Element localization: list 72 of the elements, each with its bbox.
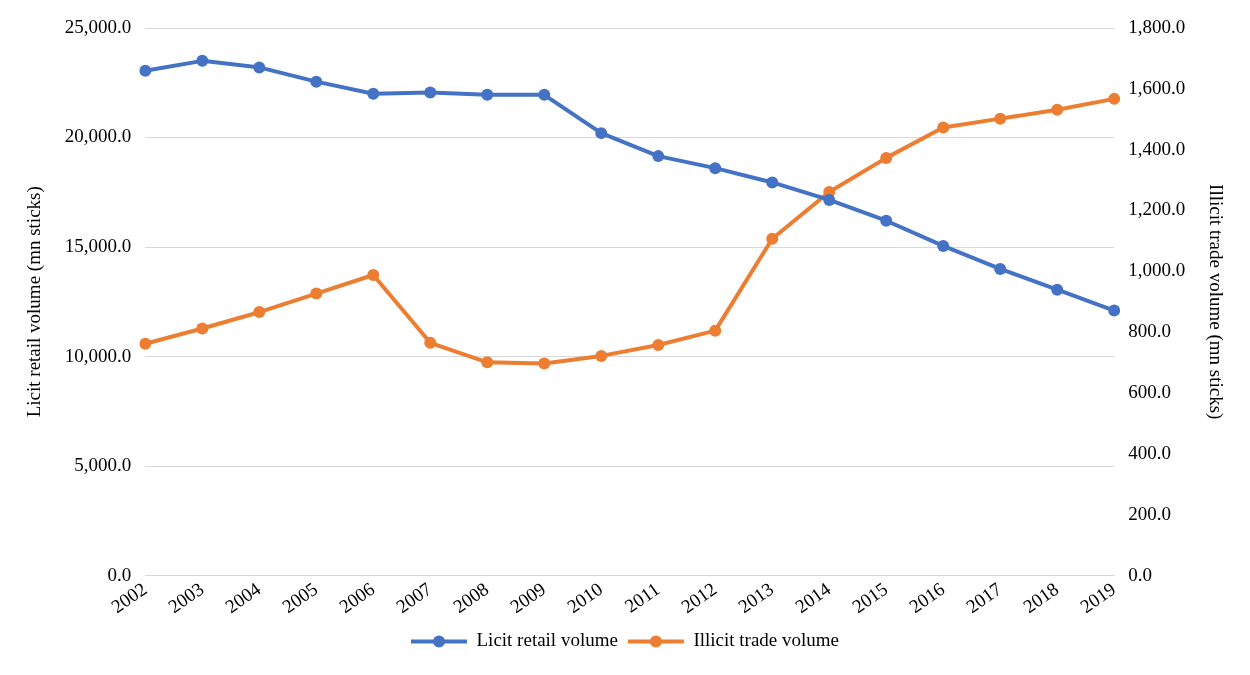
point	[595, 349, 608, 362]
y2-tick-label: 600.0	[1128, 381, 1171, 402]
point	[937, 239, 950, 252]
y-tick-label: 0.0	[107, 563, 132, 585]
point	[196, 54, 209, 67]
point	[994, 262, 1007, 275]
x-tick-label: 2009	[506, 578, 550, 617]
x-tick-label: 2017	[962, 578, 1006, 617]
x-tick-label: 2014	[791, 577, 835, 617]
point	[1051, 103, 1064, 116]
x-tick-label: 2012	[677, 578, 721, 617]
point	[766, 232, 779, 245]
y2-tick-label: 1,600.0	[1128, 76, 1186, 98]
point	[880, 214, 893, 227]
point	[595, 127, 608, 140]
point	[367, 87, 380, 100]
point	[139, 64, 152, 77]
y2-tick-label: 0.0	[1128, 563, 1152, 585]
point	[652, 338, 665, 351]
y-axis-title: Licit retail volume (mn sticks)	[23, 186, 46, 418]
point	[1108, 304, 1121, 317]
point	[1051, 283, 1064, 296]
point	[538, 88, 551, 101]
point	[1108, 92, 1121, 105]
x-tick-label: 2010	[563, 578, 607, 617]
y-tick-label: 15,000.0	[64, 235, 132, 256]
y2-tick-label: 200.0	[1128, 502, 1171, 524]
point	[253, 306, 266, 319]
point	[823, 193, 836, 206]
x-tick-label: 2003	[164, 578, 208, 617]
point	[937, 121, 950, 134]
legend-label: Licit retail volume	[476, 629, 618, 651]
point	[538, 357, 551, 370]
point	[196, 322, 209, 335]
x-tick-label: 2016	[905, 578, 949, 617]
point	[481, 356, 494, 369]
x-tick-label: 2013	[734, 578, 778, 617]
point	[709, 162, 722, 175]
y2-tick-label: 1,400.0	[1128, 137, 1186, 159]
point	[652, 150, 665, 163]
x-tick-label: 2005	[278, 578, 322, 617]
y2-tick-label: 400.0	[1128, 441, 1171, 463]
point	[880, 151, 893, 164]
x-tick-label: 2006	[335, 578, 379, 617]
point	[310, 287, 323, 300]
point	[994, 112, 1007, 125]
y2-tick-label: 1,000.0	[1128, 259, 1186, 281]
point	[139, 337, 152, 350]
x-tick-label: 2018	[1019, 578, 1063, 617]
y-tick-label: 25,000.0	[64, 15, 132, 37]
point	[253, 61, 266, 74]
y-tick-label: 10,000.0	[64, 344, 132, 366]
y-tick-label: 5,000.0	[74, 454, 132, 476]
point	[424, 336, 437, 349]
y2-axis-title: Illicit trade volume (mn sticks)	[1204, 184, 1227, 420]
x-tick-label: 2004	[221, 577, 265, 617]
point	[481, 88, 494, 101]
x-tick-label: 2015	[848, 578, 892, 617]
x-tick-label: 2007	[392, 578, 436, 617]
point	[424, 86, 437, 99]
x-tick-label: 2008	[449, 578, 493, 617]
point	[367, 269, 380, 281]
y-tick-label: 20,000.0	[64, 125, 132, 147]
x-tick-label: 2011	[620, 578, 664, 617]
point	[709, 324, 722, 337]
point	[766, 176, 779, 189]
point	[310, 75, 323, 88]
y2-tick-label: 1,200.0	[1128, 198, 1186, 220]
x-tick-label: 2019	[1076, 578, 1120, 617]
y2-tick-label: 1,800.0	[1128, 15, 1186, 37]
y2-tick-label: 800.0	[1128, 320, 1171, 342]
legend-label: Illicit trade volume	[693, 629, 840, 651]
